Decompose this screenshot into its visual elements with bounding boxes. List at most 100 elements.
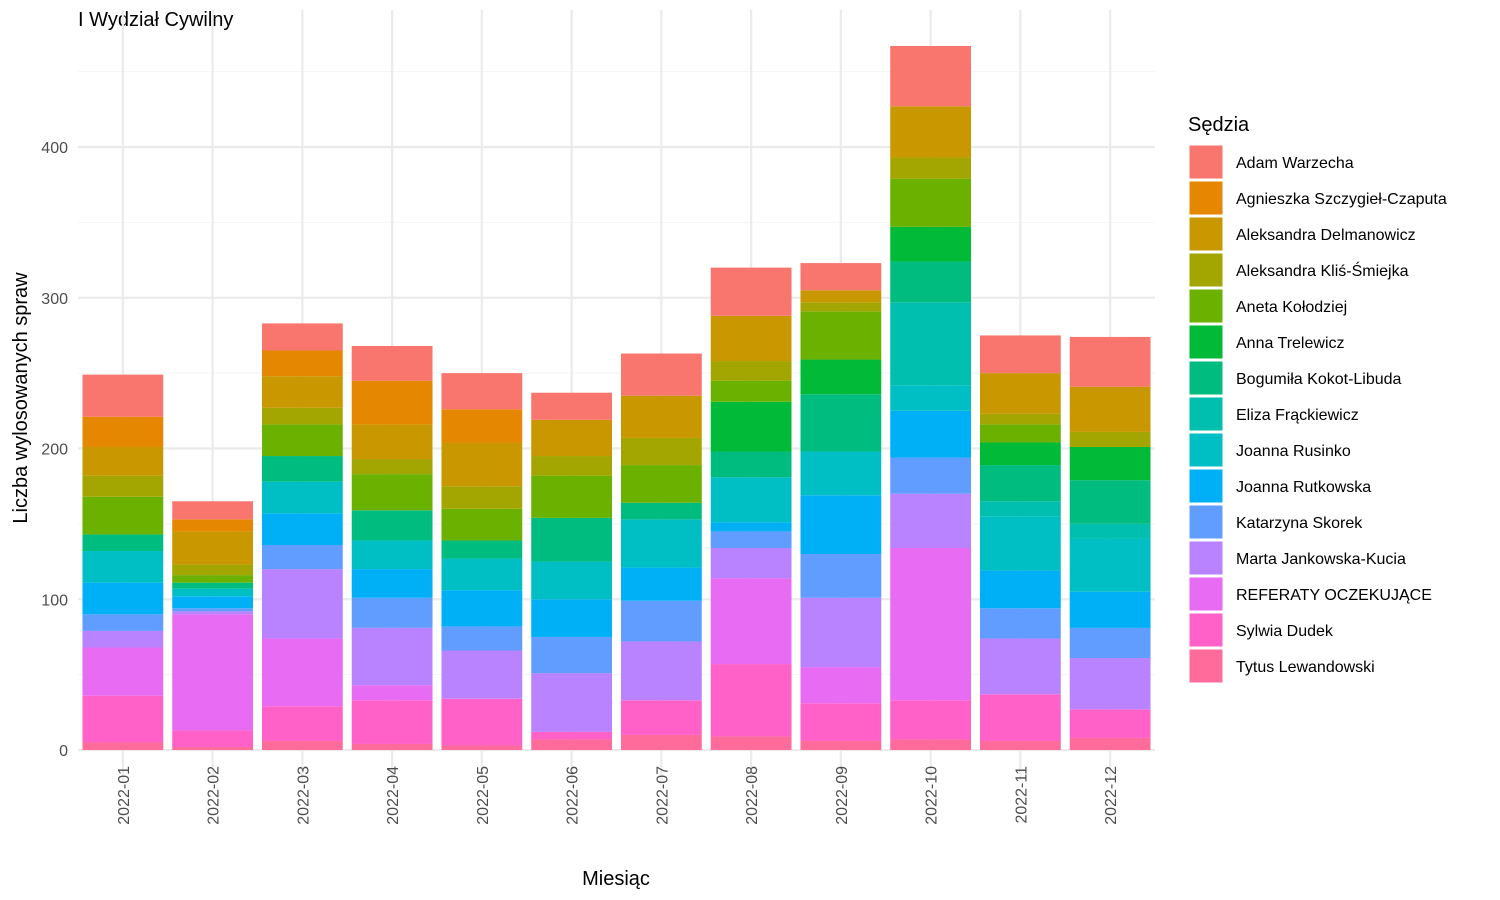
bar-segment [710,380,792,402]
bar-segment [82,742,164,750]
bar-segment [82,551,164,583]
bar-segment [1069,709,1151,738]
x-tick-label: 2022-05 [475,766,492,825]
bar-segment [531,392,613,420]
bar-segment [620,437,702,466]
bar-segment [979,465,1061,502]
bar-segment [531,419,613,457]
bar-segment [979,335,1061,374]
legend-label: Aneta Kołodziej [1236,299,1347,316]
x-tick-label: 2022-03 [295,766,312,825]
bar-segment [1069,446,1151,481]
x-tick-label: 2022-04 [385,766,402,825]
x-tick-label: 2022-08 [744,766,761,825]
bar-segment [82,416,164,447]
legend-label: Marta Jankowska-Kucia [1236,551,1406,568]
bar-segment [800,290,882,303]
bar-stack-2022-04 [351,345,433,750]
legend-swatch [1188,540,1224,576]
bar-segment [890,547,972,701]
bar-segment [890,45,972,107]
legend-item: Adam Warzecha [1188,144,1354,180]
bar-segment [441,486,523,509]
bar-segment [620,641,702,701]
legend-item: Anna Trelewicz [1188,324,1345,360]
bar-segment [979,694,1061,741]
x-tick-label: 2022-02 [206,766,223,825]
legend-label: Anna Trelewicz [1236,335,1345,352]
bar-segment [82,630,164,648]
bar-segment [1069,386,1151,432]
bar-segment [261,569,343,639]
bar-segment [172,588,254,597]
bar-segment [620,734,702,750]
bar-segment [979,501,1061,517]
bar-segment [82,695,164,743]
bar-segment [82,446,164,476]
bar-segment [261,513,343,545]
bar-segment [1069,737,1151,750]
legend-label: Tytus Lewandowski [1236,659,1375,676]
bar-segment [710,531,792,548]
y-tick-label: 200 [41,442,68,459]
bar-segment [890,739,972,750]
legend-label: Katarzyna Skorek [1236,515,1363,532]
bar-segment [172,575,254,583]
bar-segment [261,407,343,425]
bar-segment [351,459,433,475]
legend-swatch [1188,288,1224,324]
legend-title: Sędzia [1188,114,1250,136]
bar-segment [172,531,254,565]
bar-segment [979,638,1061,695]
bar-segment [890,178,972,227]
bar-segment [1069,627,1151,659]
legend-swatch [1188,468,1224,504]
bar-segment [172,730,254,747]
bar-segment [710,522,792,532]
bar-segment [351,510,433,541]
bar-segment [1069,480,1151,524]
bar-segment [351,569,433,598]
legend-swatch [1188,612,1224,648]
bar-segment [172,501,254,520]
bar-segment [172,582,254,589]
legend-label: Aleksandra Kliś-Śmiejka [1236,261,1409,280]
bar-segment [82,647,164,696]
y-tick-label: 300 [41,291,68,308]
bar-segment [710,578,792,665]
bar-stack-2022-05 [441,373,523,750]
y-axis-title: Liczba wylosowanych spraw [10,272,32,524]
bar-segment [531,561,613,600]
legend-label: Adam Warzecha [1236,155,1354,172]
legend-label: Aleksandra Delmanowicz [1236,227,1416,244]
bar-segment [531,599,613,637]
bar-segment [441,508,523,541]
bar-stack-2022-03 [261,323,343,750]
bar-segment [890,157,972,179]
legend-item: Agnieszka Szczygieł-Czaputa [1188,180,1447,216]
bar-segment [351,424,433,460]
bar-segment [800,554,882,598]
legend-swatch [1188,432,1224,468]
legend-item: Aleksandra Kliś-Śmiejka [1188,252,1409,288]
bar-segment [620,395,702,438]
x-tick-label: 2022-06 [565,766,582,825]
bar-segment [979,516,1061,571]
legend-swatch [1188,252,1224,288]
legend-swatch [1188,216,1224,252]
bar-stack-2022-10 [890,45,972,750]
bar-segment [441,442,523,487]
bar-segment [800,740,882,750]
bar-segment [172,614,254,731]
bar-segment [172,746,254,750]
bar-segment [620,600,702,642]
x-tick-label: 2022-07 [654,766,671,825]
bar-segment [441,698,523,746]
legend-swatch [1188,504,1224,540]
legend-swatch [1188,648,1224,684]
bar-segment [261,544,343,570]
bar-segment [800,263,882,291]
bar-segment [710,477,792,523]
legend-item: REFERATY OCZEKUJĄCE [1188,576,1432,612]
bar-segment [172,608,254,612]
